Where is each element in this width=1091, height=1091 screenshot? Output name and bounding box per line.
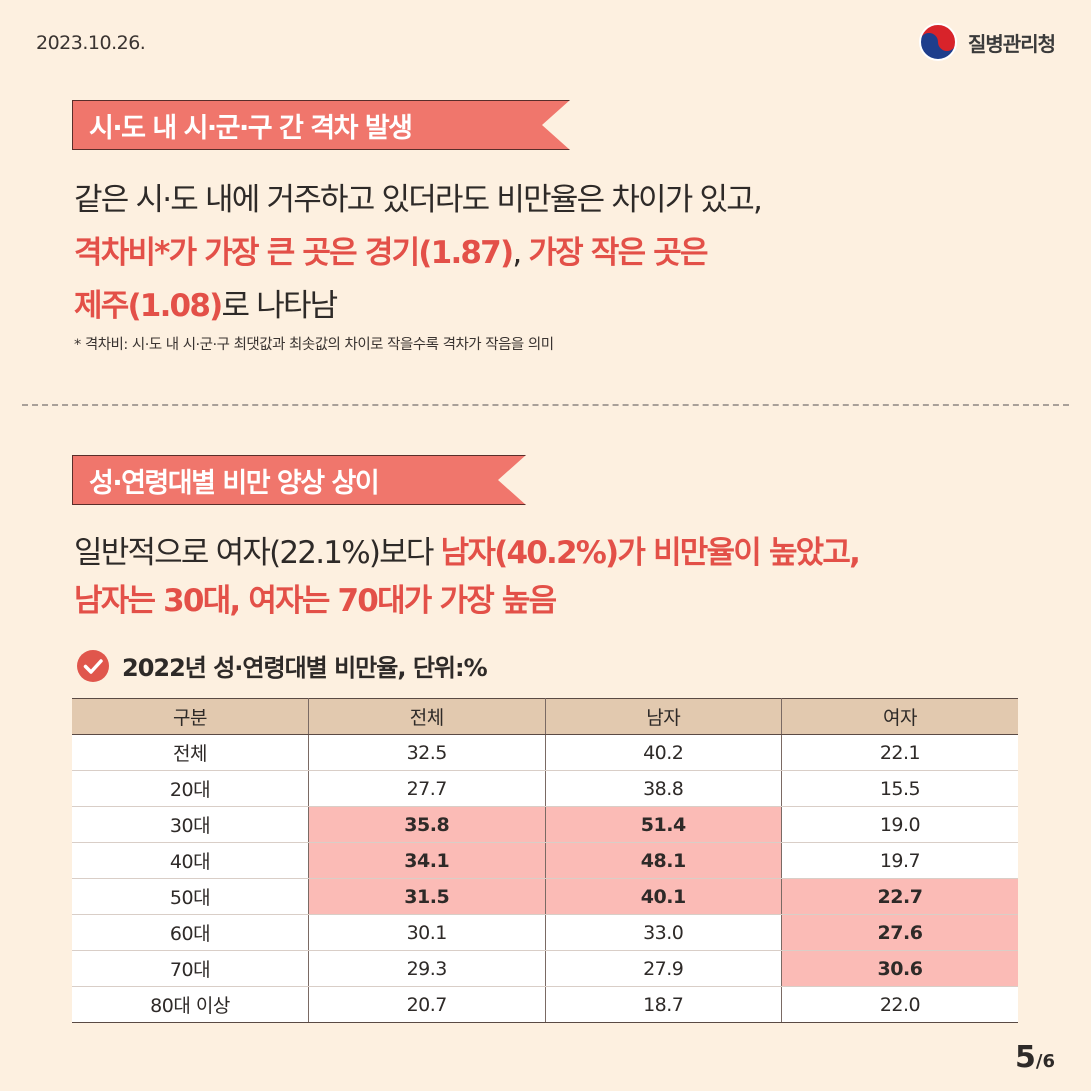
female-value: 19.7 bbox=[781, 842, 1018, 879]
male-value-highlight: 51.4 bbox=[544, 806, 782, 843]
male-value: 33.0 bbox=[544, 914, 782, 951]
male-value-highlight: 48.1 bbox=[544, 842, 782, 879]
section1-line2-highlight2: 가장 작은 곳은 bbox=[528, 235, 708, 271]
male-value: 18.7 bbox=[544, 986, 782, 1023]
female-value-highlight: 27.6 bbox=[781, 914, 1018, 951]
table-row: 60대 30.1 33.0 27.6 bbox=[72, 914, 1018, 951]
row-label: 50대 bbox=[72, 878, 309, 915]
page-indicator: 5/6 bbox=[1015, 1040, 1055, 1075]
total-value: 32.5 bbox=[308, 734, 546, 771]
section1-line3: 제주(1.08)로 나타남 bbox=[74, 280, 338, 325]
male-value: 38.8 bbox=[544, 770, 782, 807]
org-logo: 질병관리청 bbox=[918, 22, 1056, 62]
female-value-highlight: 22.7 bbox=[781, 878, 1018, 915]
dashed-divider bbox=[22, 404, 1069, 406]
section2-title-tag: 성·연령대별 비만 양상 상이 bbox=[72, 455, 526, 505]
section2-line2: 남자는 30대, 여자는 70대가 가장 높음 bbox=[74, 575, 557, 620]
row-label: 40대 bbox=[72, 842, 309, 879]
header-total: 전체 bbox=[308, 698, 546, 735]
table-row: 전체 32.5 40.2 22.1 bbox=[72, 734, 1018, 771]
female-value: 19.0 bbox=[781, 806, 1018, 843]
row-label: 전체 bbox=[72, 734, 309, 771]
table-row: 40대 34.1 48.1 19.7 bbox=[72, 842, 1018, 879]
total-value: 27.7 bbox=[308, 770, 546, 807]
female-value: 22.1 bbox=[781, 734, 1018, 771]
page-total: /6 bbox=[1035, 1051, 1055, 1072]
page-current: 5 bbox=[1015, 1040, 1036, 1075]
footnote: * 격차비: 시·도 내 시·군·구 최댓값과 최솟값의 차이로 작을수록 격차… bbox=[74, 337, 554, 353]
male-value: 40.2 bbox=[544, 734, 782, 771]
table-header-row: 구분 전체 남자 여자 bbox=[72, 698, 1018, 735]
header-male: 남자 bbox=[544, 698, 782, 735]
male-value: 27.9 bbox=[544, 950, 782, 987]
table-title: 2022년 성·연령대별 비만율, 단위:% bbox=[76, 648, 488, 683]
section1-line3-text: 로 나타남 bbox=[221, 288, 338, 324]
female-value: 22.0 bbox=[781, 986, 1018, 1023]
table-row: 20대 27.7 38.8 15.5 bbox=[72, 770, 1018, 807]
table-title-text: 2022년 성·연령대별 비만율, 단위:% bbox=[122, 654, 488, 682]
section1-title-tag: 시·도 내 시·군·구 간 격차 발생 bbox=[72, 100, 570, 150]
female-value: 15.5 bbox=[781, 770, 1018, 807]
section1-line2-highlight: 격차비*가 가장 큰 곳은 경기(1.87) bbox=[74, 235, 514, 271]
section1-line1-text: 같은 시·도 내에 거주하고 있더라도 비만율은 차이가 있고, bbox=[74, 182, 763, 218]
row-label: 70대 bbox=[72, 950, 309, 987]
row-label: 30대 bbox=[72, 806, 309, 843]
header-category: 구분 bbox=[72, 698, 309, 735]
total-value-highlight: 35.8 bbox=[308, 806, 546, 843]
section1-line2: 격차비*가 가장 큰 곳은 경기(1.87), 가장 작은 곳은 bbox=[74, 227, 709, 272]
female-value-highlight: 30.6 bbox=[781, 950, 1018, 987]
male-value-highlight: 40.1 bbox=[544, 878, 782, 915]
total-value-highlight: 31.5 bbox=[308, 878, 546, 915]
section1-line1: 같은 시·도 내에 거주하고 있더라도 비만율은 차이가 있고, bbox=[74, 174, 763, 219]
date-label: 2023.10.26. bbox=[36, 32, 146, 54]
total-value: 30.1 bbox=[308, 914, 546, 951]
check-circle-icon bbox=[77, 649, 109, 682]
section2-line1-highlight: 남자(40.2%)가 비만율이 높았고, bbox=[440, 535, 861, 571]
taegeuk-emblem-icon bbox=[919, 23, 957, 61]
table-row: 50대 31.5 40.1 22.7 bbox=[72, 878, 1018, 915]
obesity-rate-table: 구분 전체 남자 여자 전체 32.5 40.2 22.1 20대 27.7 3… bbox=[72, 698, 1018, 1023]
table-row: 80대 이상 20.7 18.7 22.0 bbox=[72, 986, 1018, 1023]
total-value: 29.3 bbox=[308, 950, 546, 987]
section1-title: 시·도 내 시·군·구 간 격차 발생 bbox=[89, 112, 412, 144]
row-label: 80대 이상 bbox=[72, 986, 309, 1023]
row-label: 20대 bbox=[72, 770, 309, 807]
section2-line1: 일반적으로 여자(22.1%)보다 남자(40.2%)가 비만율이 높았고, bbox=[74, 527, 861, 572]
section2-line2-highlight: 남자는 30대, 여자는 70대가 가장 높음 bbox=[74, 583, 557, 619]
section2-title: 성·연령대별 비만 양상 상이 bbox=[89, 467, 379, 499]
header-female: 여자 bbox=[781, 698, 1018, 735]
section1-line3-highlight: 제주(1.08) bbox=[74, 288, 223, 324]
org-name: 질병관리청 bbox=[968, 31, 1056, 56]
table-row: 30대 35.8 51.4 19.0 bbox=[72, 806, 1018, 843]
section2-line1-text: 일반적으로 여자(22.1%)보다 bbox=[74, 535, 441, 571]
table-row: 70대 29.3 27.9 30.6 bbox=[72, 950, 1018, 987]
total-value-highlight: 34.1 bbox=[308, 842, 546, 879]
total-value: 20.7 bbox=[308, 986, 546, 1023]
section1-line2-separator: , bbox=[512, 235, 529, 271]
row-label: 60대 bbox=[72, 914, 309, 951]
